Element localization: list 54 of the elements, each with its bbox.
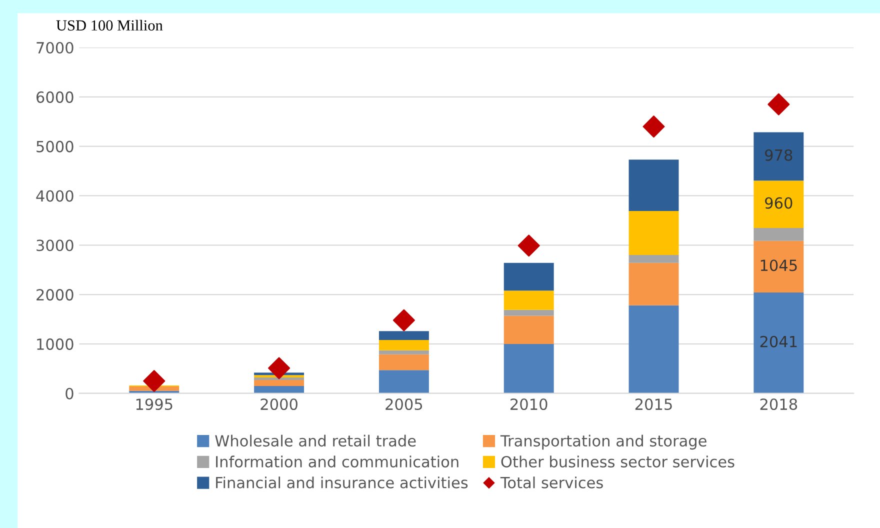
x-tick-label: 2015 [635,398,672,410]
bar [754,240,804,293]
bar [378,331,429,340]
y-tick-label: 1000 [37,338,74,350]
y-tick-label: 2000 [36,289,74,301]
y-tick-label: 6000 [36,91,74,103]
point [392,309,415,332]
x-tick-label: 2005 [386,398,422,410]
bar [254,386,304,394]
bar [628,255,679,263]
y-tick-label: 7000 [36,42,74,54]
bar [504,262,554,291]
y-tick-label: 3000 [36,240,74,252]
bar [378,340,429,350]
bar [628,305,679,394]
bar [504,344,554,394]
bar [504,316,554,344]
x-tick-label: 1995 [136,398,172,410]
point [268,357,290,380]
data-label: 978 [765,149,792,161]
bar [504,310,554,316]
bar [504,290,554,310]
y-tick-label: 0 [66,388,74,400]
legend-label: Information and communication [216,456,458,468]
point [143,370,166,392]
legend-label: Wholesale and retail trade [215,434,416,447]
y-tick-label: 5000 [36,140,74,152]
bar [628,262,679,306]
y-tick-label: 4000 [36,190,74,202]
x-tick-label: 2000 [260,398,298,410]
point [518,234,540,257]
bar [628,160,679,212]
bar [628,211,679,256]
bar [378,350,429,354]
legend-label: Transportation and storage [500,434,706,450]
point [642,116,665,138]
data-label: 2041 [760,336,797,348]
bar [378,370,429,394]
bar [754,132,804,181]
y-axis-title: USD 100 Million [56,20,163,31]
point [768,93,790,116]
bar [378,354,429,370]
bar [754,292,804,394]
data-label: 1045 [760,260,797,272]
bar [254,380,304,386]
legend-label: Total services [500,476,603,488]
data-label: 960 [765,197,792,209]
bar [754,180,804,228]
legend-label: Other business sector services [501,456,734,468]
x-tick-label: 2010 [510,398,548,410]
legend-label: Financial and insurance activities [216,476,468,488]
bar [254,378,304,380]
bar [754,228,804,241]
x-tick-label: 2018 [760,398,798,410]
